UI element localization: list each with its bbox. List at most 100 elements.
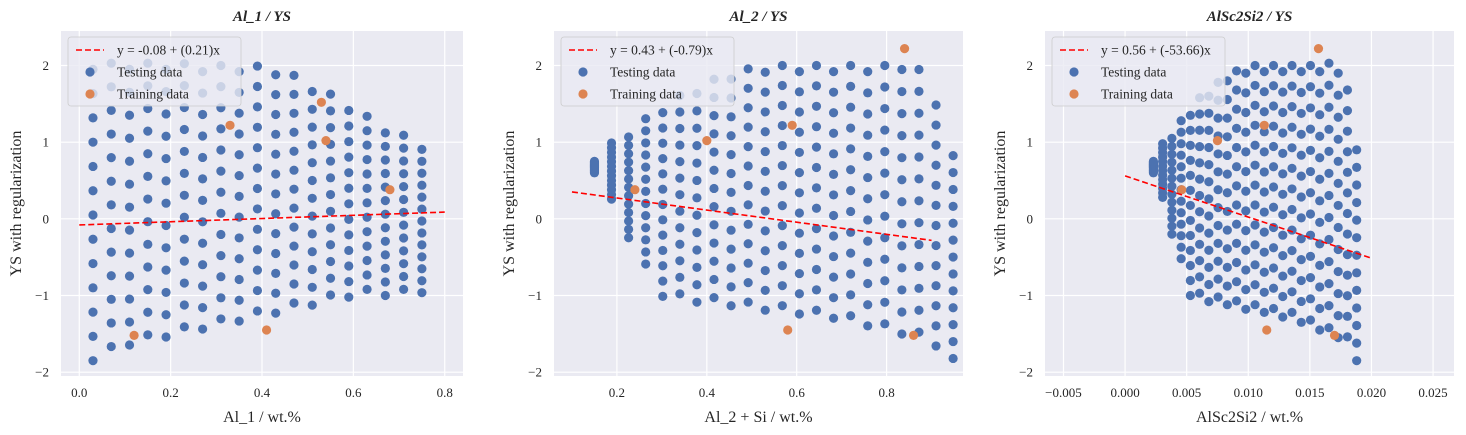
testing-data-point: [124, 248, 135, 258]
testing-data-point: [589, 156, 600, 166]
testing-data-point: [1195, 190, 1205, 201]
testing-data-point: [1278, 251, 1288, 261]
testing-data-point: [811, 224, 822, 234]
testing-data-point: [380, 236, 390, 246]
testing-data-point: [794, 67, 805, 77]
training-data-point: [908, 330, 919, 340]
testing-data-point: [828, 231, 839, 241]
testing-data-point: [1342, 332, 1353, 342]
testing-data-point: [1259, 127, 1269, 137]
training-data-point: [1329, 330, 1340, 340]
testing-data-point: [675, 190, 685, 200]
testing-data-point: [143, 285, 153, 295]
y-tick-label: −1: [528, 288, 542, 303]
testing-data-point: [692, 193, 702, 203]
testing-data-point: [675, 107, 685, 117]
testing-data-point: [794, 107, 805, 117]
testing-data-point: [1287, 143, 1297, 153]
testing-data-point: [760, 265, 770, 276]
testing-data-point: [198, 109, 208, 120]
testing-data-point: [726, 282, 736, 292]
testing-data-point: [880, 233, 890, 243]
legend-entry: y = 0.43 + (-0.79)x: [610, 43, 713, 58]
testing-data-point: [692, 210, 702, 220]
testing-data-point: [106, 176, 116, 186]
testing-data-point: [252, 81, 263, 92]
testing-data-point: [1241, 68, 1251, 78]
testing-data-point: [1213, 167, 1223, 177]
testing-data-point: [794, 188, 805, 198]
testing-data-point: [1342, 167, 1353, 177]
testing-data-point: [1241, 88, 1251, 98]
testing-data-point: [198, 260, 208, 270]
testing-data-point: [931, 240, 941, 251]
testing-data-point: [1268, 141, 1279, 152]
testing-data-point: [1315, 303, 1325, 314]
testing-data-point: [931, 120, 941, 130]
x-tick-label: 0.6: [789, 385, 806, 400]
y-tick-label: −1: [35, 288, 49, 303]
testing-data-point: [846, 206, 856, 217]
testing-data-point: [931, 100, 941, 110]
testing-data-point: [760, 166, 770, 177]
y-tick-label: 1: [43, 135, 50, 150]
testing-data-point: [252, 61, 263, 71]
testing-data-point: [234, 233, 244, 243]
testing-data-point: [1352, 285, 1362, 295]
testing-data-point: [234, 150, 244, 160]
testing-data-point: [1167, 197, 1177, 207]
y-axis-label: YS with regularization: [501, 131, 518, 277]
testing-data-point: [828, 210, 839, 221]
testing-data-point: [1185, 170, 1195, 180]
testing-data-point: [846, 81, 856, 91]
testing-data-point: [1315, 67, 1325, 77]
testing-data-point: [362, 111, 372, 121]
testing-data-point: [1296, 192, 1306, 202]
testing-data-point: [179, 322, 189, 332]
testing-data-point: [846, 144, 856, 154]
testing-data-point: [709, 147, 719, 157]
testing-data-point: [362, 227, 372, 237]
testing-data-point: [811, 142, 822, 152]
testing-data-point: [777, 201, 787, 211]
testing-data-point: [88, 356, 98, 366]
x-axis-label: Al_2 + Si / wt.%: [704, 409, 812, 426]
x-axis-label: Al_1 / wt.%: [223, 409, 301, 426]
testing-data-point: [1222, 132, 1232, 142]
testing-data-point: [1250, 120, 1260, 130]
testing-data-point: [1305, 145, 1316, 155]
testing-data-point: [344, 261, 354, 271]
training-data-point: [1177, 185, 1187, 195]
testing-data-point: [271, 288, 281, 298]
testing-data-point: [252, 102, 263, 112]
testing-data-point: [1231, 142, 1242, 153]
y-axis-label: YS with regularization: [8, 131, 25, 277]
testing-data-point: [692, 106, 702, 116]
testing-data-point: [1259, 247, 1269, 257]
testing-data-point: [1342, 188, 1353, 198]
testing-data-point: [1241, 245, 1251, 255]
testing-data-point: [948, 336, 958, 347]
testing-data-point: [777, 281, 787, 291]
testing-data-point: [1333, 68, 1343, 78]
testing-data-point: [1176, 116, 1186, 126]
testing-data-point: [931, 200, 941, 210]
testing-data-point: [1185, 245, 1195, 256]
testing-data-point: [1259, 307, 1269, 317]
testing-data-point: [897, 241, 907, 251]
testing-data-point: [179, 300, 189, 310]
testing-data-point: [692, 175, 702, 186]
testing-data-point: [1315, 131, 1325, 141]
testing-data-point: [675, 173, 685, 183]
testing-data-point: [198, 131, 208, 141]
testing-data-point: [124, 202, 135, 212]
testing-data-point: [777, 241, 787, 251]
testing-data-point: [1176, 139, 1186, 149]
testing-data-point: [863, 172, 873, 183]
testing-data-point: [914, 261, 924, 272]
x-tick-label: 0.005: [1172, 385, 1201, 400]
testing-data-point: [624, 207, 634, 218]
y-tick-label: 2: [536, 58, 543, 73]
testing-data-point: [325, 89, 336, 99]
testing-data-point: [1305, 209, 1316, 219]
